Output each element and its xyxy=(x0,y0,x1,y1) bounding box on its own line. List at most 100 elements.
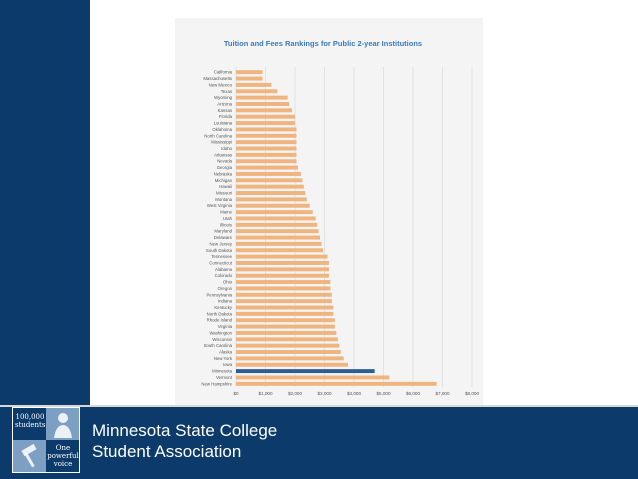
category-label: Delaware xyxy=(214,235,233,240)
bar xyxy=(236,197,307,202)
category-label: Illinois xyxy=(220,222,232,227)
logo-text-bottom: One powerful voice xyxy=(47,444,79,468)
category-label: Hawaii xyxy=(219,184,232,189)
category-label: Arkansas xyxy=(214,152,232,157)
category-label: Virginia xyxy=(218,324,233,329)
bar xyxy=(236,273,329,278)
category-label: North Carolina xyxy=(204,133,232,138)
category-label: Iowa xyxy=(223,362,233,367)
category-label: Ohio xyxy=(223,280,233,285)
bar xyxy=(236,159,297,164)
bar xyxy=(236,261,329,265)
category-label: Michigan xyxy=(215,178,233,183)
msca-logo: 100,000 students One powerful voice xyxy=(12,407,80,473)
bar xyxy=(236,210,313,215)
category-label: Alabama xyxy=(215,267,233,272)
category-label: Maryland xyxy=(214,229,232,234)
bar xyxy=(236,89,278,94)
bar xyxy=(236,121,295,126)
x-tick-label: $8,000 xyxy=(465,391,479,396)
category-label: Connecticut xyxy=(209,260,232,265)
category-label: Colorado xyxy=(215,273,233,278)
bar xyxy=(236,229,319,234)
bar xyxy=(236,76,263,81)
x-tick-label: $2,000 xyxy=(288,391,302,396)
bar xyxy=(236,280,331,285)
category-label: Arizona xyxy=(217,101,232,106)
bar xyxy=(236,254,328,259)
category-label: Minnesota xyxy=(212,369,232,374)
bar xyxy=(236,127,297,132)
bar xyxy=(236,102,290,106)
bar xyxy=(236,324,335,329)
category-label: Vermont xyxy=(216,375,233,380)
bar xyxy=(236,82,272,87)
category-label: West Virginia xyxy=(207,203,233,208)
bar xyxy=(236,184,304,189)
org-name-line-1: Minnesota State College xyxy=(92,421,278,440)
bar xyxy=(236,330,337,335)
bar xyxy=(236,318,335,323)
category-label: Texas xyxy=(221,89,232,94)
category-label: Montana xyxy=(215,197,232,202)
bar xyxy=(236,305,334,310)
bar xyxy=(236,248,324,253)
bar xyxy=(236,203,310,208)
bar xyxy=(236,350,341,354)
bar xyxy=(236,311,334,316)
category-label: Utah xyxy=(223,216,233,221)
category-label: Idaho xyxy=(221,146,232,151)
category-label: Massachusetts xyxy=(203,76,232,81)
category-label: Missouri xyxy=(216,191,232,196)
chart-bars xyxy=(236,70,437,386)
x-tick-label: $1,000 xyxy=(258,391,272,396)
category-label: Nevada xyxy=(217,159,232,164)
bar-chart: Tuition and Fees Rankings for Public 2-y… xyxy=(201,39,479,396)
bar xyxy=(236,235,321,240)
bar xyxy=(236,356,344,361)
category-label: Oklahoma xyxy=(212,127,232,132)
left-sidebar-band xyxy=(0,0,90,405)
bar xyxy=(236,165,298,170)
bar xyxy=(236,267,329,272)
bar xyxy=(236,362,349,367)
bar xyxy=(236,171,301,176)
bar xyxy=(236,152,297,157)
bar xyxy=(236,146,297,151)
category-label: Rhode Island xyxy=(207,318,233,323)
bar xyxy=(236,95,288,100)
bar xyxy=(236,375,390,380)
bar xyxy=(236,108,293,113)
category-label: North Dakota xyxy=(207,311,233,316)
bar xyxy=(236,216,316,221)
category-label: Tennessee xyxy=(211,254,232,259)
category-label: New York xyxy=(214,356,233,361)
category-label: New Hampshire xyxy=(201,381,232,386)
category-label: New Jersey xyxy=(210,241,233,246)
category-label: Georgia xyxy=(217,165,233,170)
bar xyxy=(236,133,297,138)
category-label: Pennsylvania xyxy=(206,292,232,297)
category-label: Maine xyxy=(220,210,232,215)
org-name-line-2: Student Association xyxy=(92,442,242,461)
category-label: Louisiana xyxy=(214,121,233,126)
bar xyxy=(236,299,332,304)
chart-title: Tuition and Fees Rankings for Public 2-y… xyxy=(224,39,422,48)
category-label: California xyxy=(214,70,233,75)
category-label: Oregon xyxy=(218,286,233,291)
x-tick-label: $7,000 xyxy=(435,391,449,396)
student-silhouette-icon xyxy=(54,413,72,438)
category-label: Wyoming xyxy=(214,95,232,100)
bar xyxy=(236,114,295,119)
bar xyxy=(236,191,306,195)
bar xyxy=(236,178,303,183)
bar xyxy=(236,241,322,246)
category-label: Nebraska xyxy=(214,171,233,176)
chart-panel: Tuition and Fees Rankings for Public 2-y… xyxy=(175,18,483,405)
category-label: Kentucky xyxy=(214,305,233,310)
x-tick-label: $3,000 xyxy=(317,391,331,396)
bar xyxy=(236,222,318,227)
category-label: Indiana xyxy=(218,299,233,304)
bar xyxy=(236,337,338,342)
